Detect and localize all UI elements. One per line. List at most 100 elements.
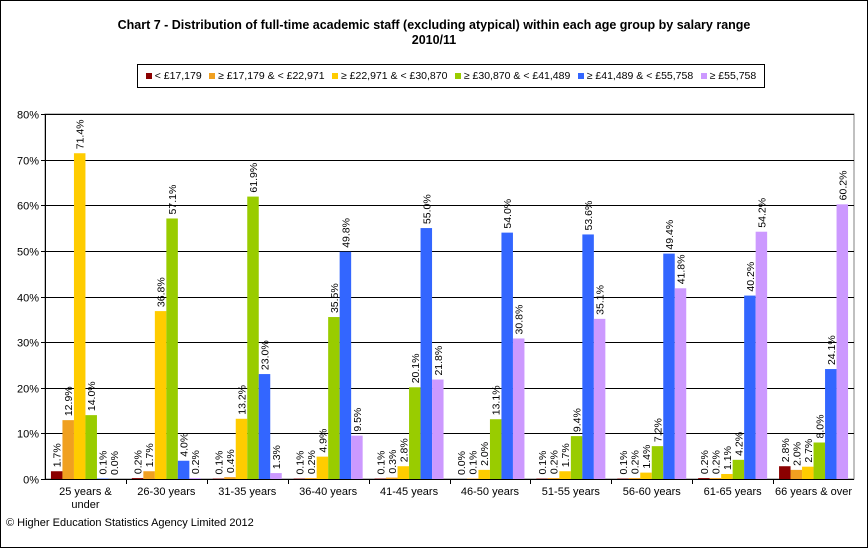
chart-title: Chart 7 - Distribution of full-time acad… — [0, 18, 868, 48]
y-tick-label: 80% — [17, 110, 39, 122]
legend-item: ≥ £41,489 & < £55,758 — [577, 70, 694, 82]
y-tick-label: 20% — [17, 384, 39, 396]
data-label: 14.0% — [86, 381, 98, 411]
data-label: 12.9% — [63, 386, 75, 416]
bar — [593, 318, 606, 479]
data-label: 0.1% — [375, 451, 387, 475]
copyright-text: © Higher Education Statistics Agency Lim… — [6, 517, 254, 529]
legend-swatch — [209, 73, 216, 79]
bar — [582, 234, 594, 479]
bar — [709, 478, 722, 479]
plot-area — [44, 113, 855, 480]
bar — [825, 369, 837, 479]
data-label: 0.1% — [214, 451, 226, 475]
data-label: 0.1% — [294, 451, 306, 475]
data-label: 0.0% — [109, 451, 121, 475]
data-label: 35.1% — [595, 285, 607, 315]
bar — [131, 478, 144, 479]
legend-label: ≥ £17,179 & < £22,971 — [218, 70, 325, 82]
bar — [189, 478, 201, 479]
data-label: 57.1% — [167, 185, 179, 215]
data-label: 0.4% — [225, 449, 237, 473]
data-label: 21.8% — [433, 346, 445, 376]
bar — [316, 456, 329, 479]
bar — [73, 153, 86, 480]
bar — [397, 466, 410, 479]
data-label: 1.1% — [722, 446, 734, 470]
data-label: 49.8% — [340, 218, 352, 248]
bar — [501, 232, 513, 479]
data-label: 0.1% — [537, 451, 549, 475]
bar — [420, 228, 433, 479]
x-tick-label: under — [71, 499, 99, 511]
x-tick-label: 41-45 years — [380, 486, 439, 498]
bar — [50, 471, 63, 479]
bar — [224, 477, 236, 479]
data-label: 0.1% — [618, 451, 630, 475]
legend-item: ≥ £17,179 & < £22,971 — [209, 70, 325, 82]
legend-swatch — [700, 73, 707, 79]
bar — [779, 466, 791, 479]
data-label: 1.7% — [144, 443, 156, 467]
chart-title-line: Chart 7 - Distribution of full-time acad… — [117, 18, 751, 32]
legend-item: < £17,179 — [145, 70, 202, 82]
bar — [62, 420, 74, 479]
data-label: 61.9% — [248, 163, 260, 193]
chart-legend: < £17,179 ≥ £17,179 & < £22,971 ≥ £22,971 … — [137, 64, 765, 88]
bar — [177, 460, 190, 479]
x-tick-label: 61-65 years — [704, 486, 763, 498]
legend-label: ≥ £41,489 & < £55,758 — [586, 70, 694, 82]
legend-label: ≥ £55,758 — [709, 70, 757, 82]
data-label: 54.0% — [502, 199, 514, 229]
x-tick-label: 46-50 years — [461, 486, 520, 498]
bar — [339, 251, 352, 479]
y-tick-label: 40% — [17, 293, 39, 305]
data-label: 0.2% — [306, 450, 318, 474]
data-label: 4.9% — [317, 429, 329, 453]
bar — [258, 374, 271, 479]
data-label: 0.2% — [133, 450, 145, 474]
data-label: 41.8% — [676, 255, 688, 285]
bar — [790, 469, 803, 479]
legend-swatch — [331, 73, 338, 79]
bar — [409, 387, 421, 479]
bar — [432, 379, 444, 479]
data-label: 0.2% — [710, 450, 722, 474]
data-label: 2.0% — [791, 442, 803, 466]
data-label: 4.0% — [179, 433, 191, 457]
data-label: 2.8% — [398, 438, 410, 462]
data-label: 49.4% — [664, 220, 676, 250]
data-label: 40.2% — [745, 262, 757, 292]
bar — [721, 473, 733, 479]
bar — [547, 478, 560, 479]
chart-subtitle: 2010/11 — [411, 33, 457, 47]
data-label: 55.0% — [421, 194, 433, 224]
bar — [351, 435, 363, 479]
data-label: 0.2% — [190, 450, 202, 474]
data-label: 30.8% — [514, 305, 526, 335]
x-tick-label: 26-30 years — [137, 486, 196, 498]
x-tick-label: 56-60 years — [623, 486, 682, 498]
bar — [663, 253, 675, 479]
bar — [813, 442, 826, 479]
bar — [512, 338, 525, 479]
bar — [489, 419, 502, 479]
bar — [755, 231, 768, 479]
data-label: 2.7% — [803, 439, 815, 463]
bar — [85, 415, 97, 479]
data-label: 71.4% — [75, 119, 87, 149]
data-label: 0.3% — [387, 450, 399, 474]
data-label: 0.1% — [468, 451, 480, 475]
bar — [143, 471, 155, 479]
bar — [640, 472, 652, 479]
data-label: 2.0% — [479, 442, 491, 466]
legend-label: ≥ £30,870 & < £41,489 — [463, 70, 571, 82]
bar — [570, 436, 583, 479]
legend-item: ≥ £22,971 & < £30,870 — [331, 70, 447, 82]
data-label: 9.5% — [352, 408, 364, 432]
bar — [328, 317, 340, 479]
data-label: 4.2% — [733, 432, 745, 456]
bar — [247, 196, 259, 480]
data-label: 54.2% — [756, 198, 768, 228]
